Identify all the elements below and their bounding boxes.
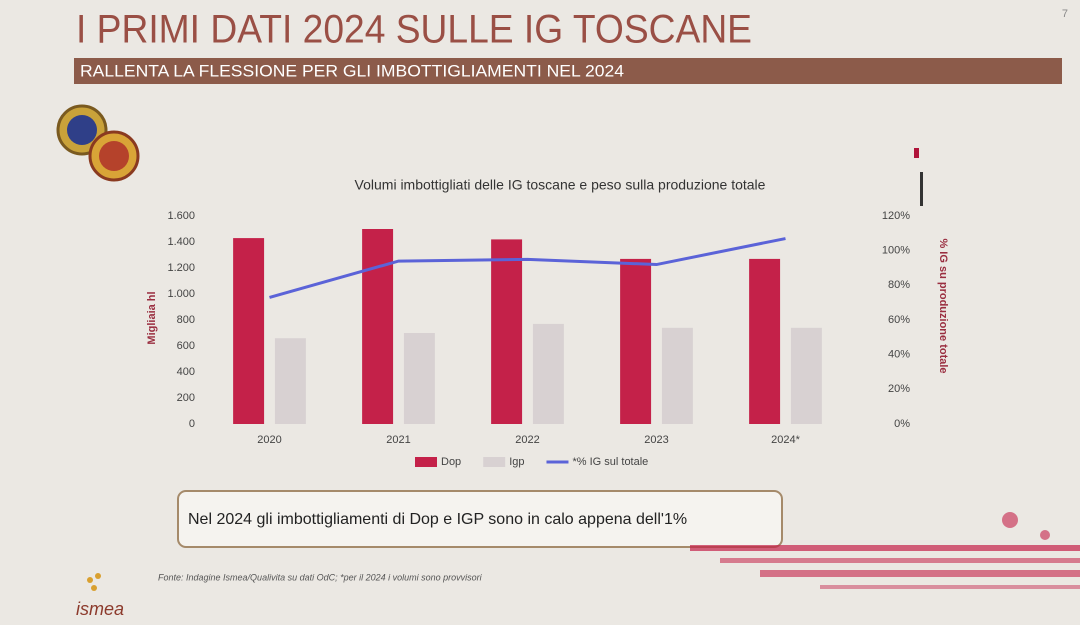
y-tick-label: 400 <box>177 366 195 378</box>
bar <box>274 338 306 424</box>
chart: Volumi imbottigliati delle IG toscane e … <box>146 177 949 468</box>
y2-axis-label: % IG su produzione totale <box>937 238 949 373</box>
y-tick-label: 1.000 <box>167 288 195 300</box>
y-tick-label: 0 <box>189 418 195 430</box>
bar <box>491 239 523 424</box>
page-number: 7 <box>1062 8 1068 20</box>
bar <box>233 238 265 424</box>
x-tick-label: 2023 <box>644 434 668 446</box>
callout-box <box>177 490 783 548</box>
legend-swatch <box>483 457 506 467</box>
legend-label: *% IG sul totale <box>572 456 648 468</box>
legend-label: Dop <box>441 456 461 468</box>
x-tick-label: 2021 <box>386 434 410 446</box>
y-axis-label: Migliaia hl <box>146 291 158 344</box>
bar <box>403 333 435 424</box>
y-tick-label: 800 <box>177 314 195 326</box>
legend-swatch <box>415 457 437 467</box>
logo-text: ismea <box>76 599 124 619</box>
bar <box>749 258 781 424</box>
bar <box>790 327 822 424</box>
slide-subtitle: RALLENTA LA FLESSIONE PER GLI IMBOTTIGLI… <box>80 61 624 80</box>
y2-tick-label: 100% <box>882 245 910 257</box>
decoration <box>920 172 923 206</box>
bar <box>532 323 564 424</box>
source-note: Fonte: Indagine Ismea/Qualivita su dati … <box>158 572 483 582</box>
bar <box>661 327 693 424</box>
callout-text: Nel 2024 gli imbottigliamenti di Dop e I… <box>188 511 687 528</box>
decoration <box>690 512 1080 589</box>
subtitle-bar <box>74 58 1062 84</box>
y2-tick-label: 60% <box>888 314 910 326</box>
slide-title: I PRIMI DATI 2024 SULLE IG TOSCANE <box>76 8 752 52</box>
chart-title: Volumi imbottigliati delle IG toscane e … <box>355 177 766 193</box>
line-series <box>269 237 786 299</box>
y-tick-label: 1.200 <box>167 262 195 274</box>
bar <box>362 229 394 424</box>
ig-logos <box>56 104 140 182</box>
y-tick-label: 1.400 <box>167 236 195 248</box>
bar <box>620 258 652 424</box>
legend-label: Igp <box>509 456 524 468</box>
y2-tick-label: 0% <box>894 418 910 430</box>
decoration <box>914 148 919 158</box>
y-tick-label: 1.600 <box>167 210 195 222</box>
y-tick-label: 600 <box>177 340 195 352</box>
x-tick-label: 2020 <box>257 434 281 446</box>
y-tick-label: 200 <box>177 392 195 404</box>
x-tick-label: 2022 <box>515 434 539 446</box>
ismea-logo-mark <box>87 573 101 591</box>
x-tick-label: 2024* <box>771 434 800 446</box>
y2-tick-label: 20% <box>888 383 910 395</box>
y2-tick-label: 80% <box>888 279 910 291</box>
y2-tick-label: 120% <box>882 210 910 222</box>
y2-tick-label: 40% <box>888 349 910 361</box>
